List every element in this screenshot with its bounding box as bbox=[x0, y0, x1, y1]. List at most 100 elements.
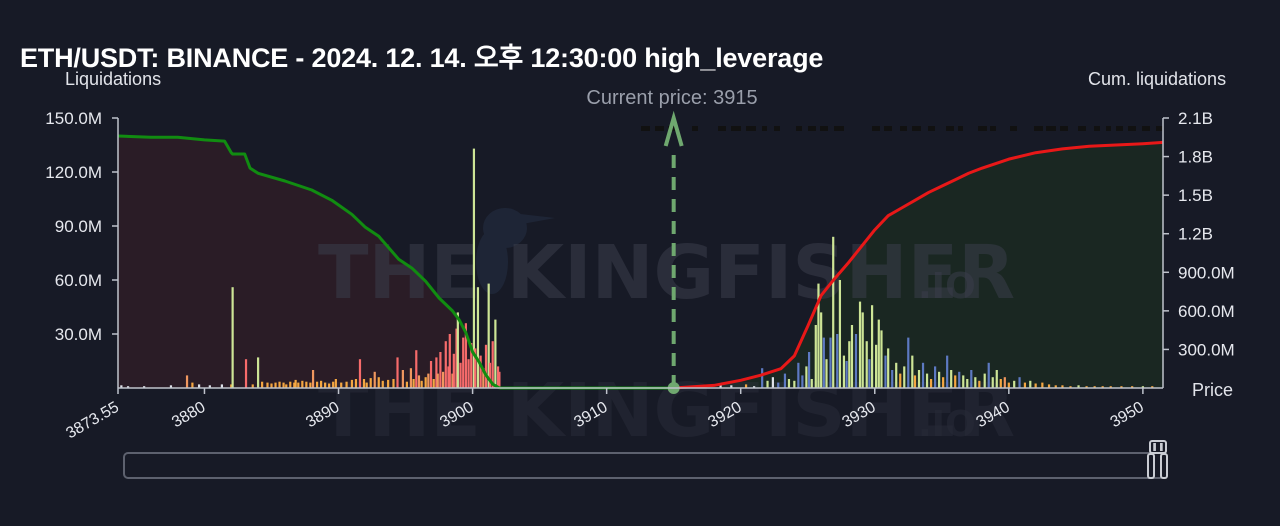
liquidation-bar bbox=[455, 328, 458, 388]
liquidation-bar bbox=[340, 382, 343, 388]
x-axis-title: Price bbox=[1192, 380, 1234, 400]
liquidation-bar bbox=[494, 319, 497, 388]
watermark-brand: THE KINGFISHER bbox=[318, 230, 1015, 316]
liquidation-bar bbox=[913, 375, 917, 388]
liquidation-bar bbox=[1041, 382, 1044, 388]
y2-tick-label: 1.5B bbox=[1178, 186, 1213, 205]
liquidation-bar bbox=[270, 383, 273, 388]
liquidation-bar bbox=[917, 370, 921, 388]
liquidation-bar bbox=[887, 348, 890, 388]
noise-dash bbox=[1060, 126, 1068, 131]
liquidation-bar bbox=[297, 382, 300, 388]
liquidation-bar bbox=[417, 375, 421, 388]
noise-dash bbox=[1078, 126, 1086, 131]
liquidation-bar bbox=[730, 385, 733, 388]
range-scrollbar[interactable] bbox=[123, 452, 1165, 479]
liquidation-bar bbox=[974, 377, 977, 388]
liquidation-bar bbox=[274, 382, 277, 388]
liquidation-bar bbox=[870, 305, 874, 388]
liquidation-bar bbox=[983, 373, 986, 388]
liquidation-bar bbox=[850, 325, 854, 388]
liquidation-bar bbox=[405, 381, 408, 388]
x-tick-label: 3950 bbox=[1108, 399, 1147, 432]
watermark-suffix: .IO bbox=[918, 266, 976, 307]
liquidation-bar bbox=[427, 373, 430, 388]
liquidation-bar bbox=[198, 384, 201, 388]
pause-icon[interactable]: ❚❚ bbox=[1149, 440, 1167, 454]
y-tick-label: 30.0M bbox=[55, 325, 102, 344]
y2-tick-label: 1.8B bbox=[1178, 148, 1213, 167]
chart-title: ETH/USDT: BINANCE - 2024. 12. 14. 오후 12:… bbox=[20, 43, 824, 73]
liquidation-bar bbox=[995, 370, 998, 388]
liquidation-bar bbox=[392, 379, 395, 388]
liquidation-bar bbox=[436, 373, 439, 388]
y2-tick-label: 600.0M bbox=[1178, 302, 1235, 321]
liquidation-bar bbox=[1023, 382, 1027, 388]
noise-dash bbox=[1010, 126, 1017, 131]
liquidation-bar bbox=[315, 381, 319, 388]
liquidation-bar bbox=[877, 319, 880, 388]
liquidation-bar bbox=[771, 377, 774, 388]
liquidation-bar bbox=[884, 355, 887, 388]
liquidation-bar bbox=[452, 353, 455, 388]
liquidation-bar bbox=[429, 361, 433, 388]
liquidation-bar bbox=[999, 379, 1002, 388]
current-price-arrow bbox=[663, 110, 684, 147]
liquidation-bar bbox=[845, 361, 848, 388]
liquidation-bar bbox=[719, 383, 722, 388]
y2-tick-label: 900.0M bbox=[1178, 263, 1235, 282]
noise-dash bbox=[990, 126, 996, 131]
liquidation-bar bbox=[448, 334, 451, 388]
liquidation-bar bbox=[373, 371, 376, 388]
liquidation-bar bbox=[354, 379, 358, 388]
liquidation-bar bbox=[761, 368, 764, 388]
liquidation-bar bbox=[350, 379, 354, 388]
liquidation-bar bbox=[444, 341, 447, 388]
liquidation-bar bbox=[251, 384, 254, 388]
liquidation-bar bbox=[278, 381, 281, 388]
liquidation-bar bbox=[305, 381, 308, 388]
noise-dash bbox=[692, 126, 698, 131]
liquidation-bar bbox=[825, 359, 828, 388]
liquidation-bar bbox=[895, 362, 898, 388]
liquidation-bar bbox=[911, 355, 914, 388]
range-handle-left[interactable] bbox=[1147, 453, 1155, 479]
liquidation-bar bbox=[783, 373, 787, 388]
x-tick-label: 3880 bbox=[169, 399, 208, 432]
liquidation-bar bbox=[907, 337, 910, 388]
short-liquidation-area bbox=[118, 136, 500, 388]
y2-tick-label: 300.0M bbox=[1178, 340, 1235, 359]
liquidation-bar bbox=[946, 355, 949, 388]
noise-dash bbox=[746, 126, 756, 131]
liquidation-bar bbox=[836, 334, 839, 388]
liquidation-bar bbox=[401, 370, 404, 388]
liquidation-bar bbox=[311, 370, 315, 388]
liquidation-bar bbox=[324, 382, 327, 388]
liquidation-bar bbox=[491, 341, 494, 388]
range-handle-right[interactable] bbox=[1160, 453, 1168, 479]
liquidation-bar bbox=[801, 375, 804, 388]
liquidation-bar bbox=[958, 371, 961, 388]
liquidation-bar bbox=[289, 381, 292, 388]
liquidation-bar bbox=[814, 325, 817, 388]
liquidation-bar bbox=[488, 362, 492, 388]
liquidation-bar bbox=[1101, 386, 1104, 388]
liquidation-bar bbox=[868, 359, 871, 388]
noise-dash bbox=[731, 126, 741, 131]
liquidation-bar bbox=[498, 371, 501, 388]
liquidation-bar bbox=[903, 366, 906, 388]
liquidation-bar bbox=[1141, 386, 1144, 388]
liquidation-bar bbox=[1151, 386, 1154, 388]
liquidation-bar bbox=[1054, 385, 1057, 388]
liquidation-bar bbox=[472, 148, 476, 388]
liquidation-bar bbox=[208, 385, 211, 388]
noise-dash bbox=[978, 126, 987, 131]
liquidation-bar bbox=[120, 385, 123, 388]
liquidation-bar bbox=[362, 379, 366, 388]
liquidation-bar bbox=[987, 362, 990, 388]
liquidation-bar bbox=[420, 380, 423, 388]
liquidation-bar bbox=[459, 362, 462, 388]
liquidation-bar bbox=[482, 368, 485, 388]
liquidation-bar bbox=[744, 384, 748, 388]
